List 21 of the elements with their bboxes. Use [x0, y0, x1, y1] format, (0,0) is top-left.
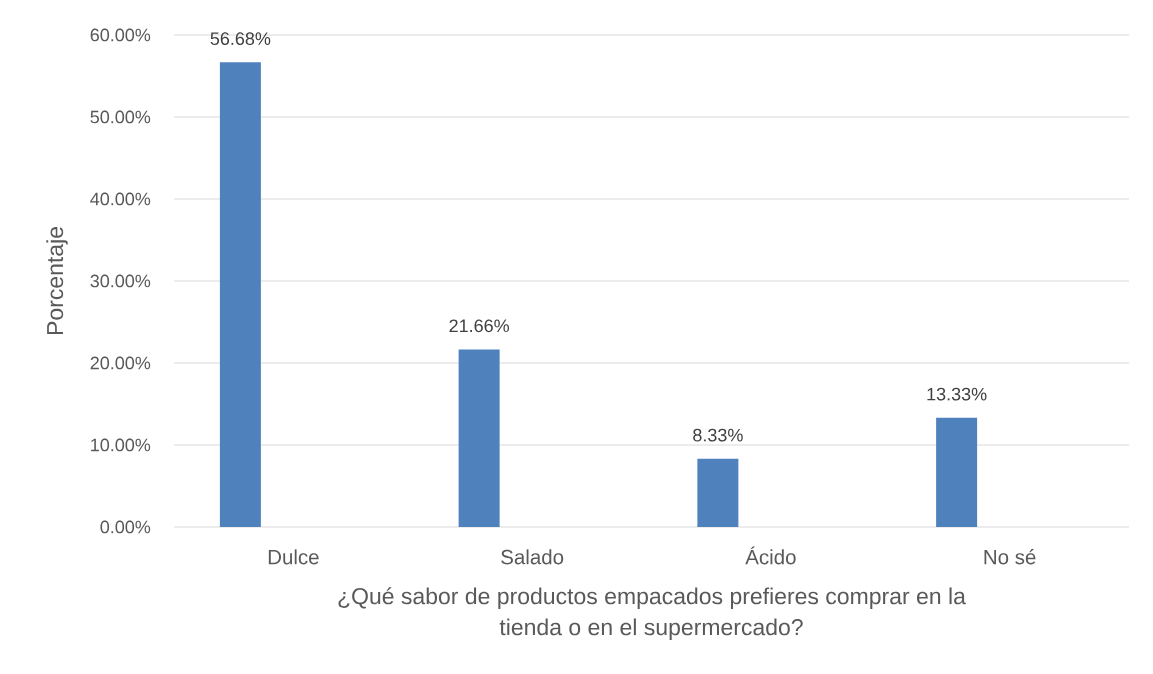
data-label: 8.33%: [693, 428, 743, 442]
y-axis-title: Porcentaje: [46, 227, 68, 335]
x-tick-label: Ácido: [745, 546, 796, 565]
x-axis-title: ¿Qué sabor de productos empacados prefieres comprar en la tienda o en el supermercado?: [338, 587, 966, 640]
y-tick-label: 40.00%: [90, 192, 151, 206]
bar: [697, 458, 739, 527]
y-tick-label: 60.00%: [90, 28, 151, 42]
x-tick-label: Dulce: [268, 549, 319, 565]
y-tick-label: 20.00%: [90, 356, 151, 370]
data-label: 21.66%: [449, 319, 510, 333]
x-tick-label: Salado: [501, 549, 564, 565]
bar: [936, 417, 978, 527]
bar: [458, 349, 500, 527]
y-tick-label: 10.00%: [91, 438, 151, 452]
y-tick-label: 50.00%: [90, 110, 151, 124]
data-label: 13.33%: [927, 387, 987, 401]
y-tick-label: 0.00%: [100, 520, 151, 534]
x-tick-label: No sé: [984, 549, 1036, 565]
data-label: 56.68%: [210, 32, 271, 46]
y-tick-label: 30.00%: [90, 274, 151, 288]
bar: [219, 62, 261, 527]
